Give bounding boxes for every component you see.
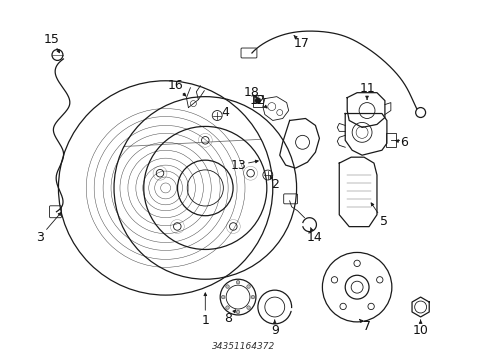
Circle shape bbox=[246, 285, 250, 288]
Text: 4: 4 bbox=[221, 106, 228, 119]
Circle shape bbox=[236, 310, 239, 314]
Text: 16: 16 bbox=[167, 79, 183, 92]
Circle shape bbox=[221, 295, 224, 299]
Text: 2: 2 bbox=[270, 179, 278, 192]
Text: 8: 8 bbox=[224, 312, 232, 325]
Circle shape bbox=[225, 306, 229, 309]
Text: 12: 12 bbox=[249, 94, 265, 107]
Circle shape bbox=[246, 306, 250, 309]
Text: 17: 17 bbox=[293, 37, 309, 50]
Text: 18: 18 bbox=[244, 86, 259, 99]
Text: 5: 5 bbox=[379, 215, 387, 228]
Text: 9: 9 bbox=[270, 324, 278, 337]
Text: 13: 13 bbox=[230, 159, 245, 172]
Text: 34351164372: 34351164372 bbox=[212, 342, 275, 351]
Text: 15: 15 bbox=[43, 33, 60, 46]
Text: 11: 11 bbox=[359, 82, 374, 95]
Text: 6: 6 bbox=[399, 136, 407, 149]
Text: 14: 14 bbox=[306, 231, 322, 244]
Circle shape bbox=[251, 295, 254, 299]
Circle shape bbox=[254, 98, 260, 104]
Circle shape bbox=[236, 280, 239, 284]
Text: 10: 10 bbox=[412, 324, 427, 337]
Circle shape bbox=[225, 285, 229, 288]
Text: 7: 7 bbox=[362, 320, 370, 333]
Text: 3: 3 bbox=[36, 231, 43, 244]
Text: 1: 1 bbox=[201, 314, 209, 327]
